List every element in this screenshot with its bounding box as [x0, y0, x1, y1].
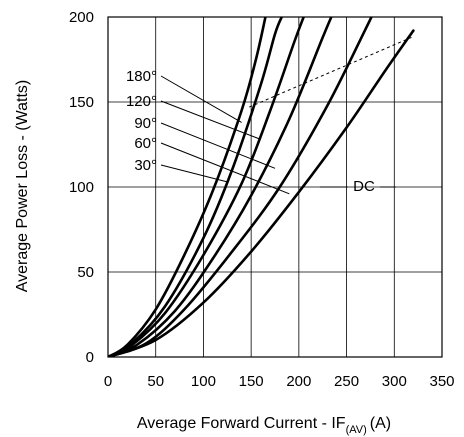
angle-leader-line [160, 100, 261, 140]
x-axis-title-main: Average Forward Current - IF [137, 415, 346, 432]
series-line [108, 29, 415, 357]
angle-label: 120° [126, 93, 157, 110]
angle-leader-line [160, 164, 228, 183]
series-line [108, 17, 333, 357]
angle-label: 180° [126, 68, 157, 85]
curves [108, 17, 415, 357]
series-line [108, 17, 373, 357]
angle-leader-line [160, 122, 276, 169]
plot-frame [107, 16, 443, 358]
y-tick-label: 200 [69, 9, 94, 26]
series-line [108, 17, 283, 357]
dashed-limit-line [249, 36, 412, 108]
x-axis-title-sub: (AV) [346, 424, 367, 436]
x-tick-label: 300 [382, 373, 407, 390]
annotations: 180° 120° 90° 60° 30° DC [126, 36, 412, 195]
x-tick-label: 250 [334, 373, 359, 390]
series-line [108, 17, 305, 357]
y-tick-label: 150 [69, 94, 94, 111]
x-tick-label: 350 [429, 373, 454, 390]
x-axis-title: Average Forward Current - IF(AV) (A) [137, 415, 391, 436]
x-tick-label: 50 [147, 373, 164, 390]
angle-leader-line [160, 75, 242, 123]
y-tick-label: 50 [77, 264, 94, 281]
dc-label: DC [353, 178, 375, 195]
series-line [108, 17, 267, 357]
x-axis-title-unit: (A) [370, 415, 391, 432]
y-tick-labels: 0 50 100 150 200 [69, 9, 94, 366]
y-axis-title: Average Power Loss - (Watts) [14, 80, 31, 293]
angle-label: 30° [134, 157, 157, 174]
angle-leader-line [160, 142, 290, 195]
angle-label: 60° [134, 135, 157, 152]
x-tick-labels: 0 50 100 150 200 250 300 350 [104, 373, 455, 390]
y-tick-label: 0 [86, 349, 94, 366]
x-tick-label: 0 [104, 373, 112, 390]
x-tick-label: 100 [191, 373, 216, 390]
x-tick-label: 200 [286, 373, 311, 390]
y-tick-label: 100 [69, 179, 94, 196]
x-tick-label: 150 [239, 373, 264, 390]
angle-label: 90° [134, 115, 157, 132]
